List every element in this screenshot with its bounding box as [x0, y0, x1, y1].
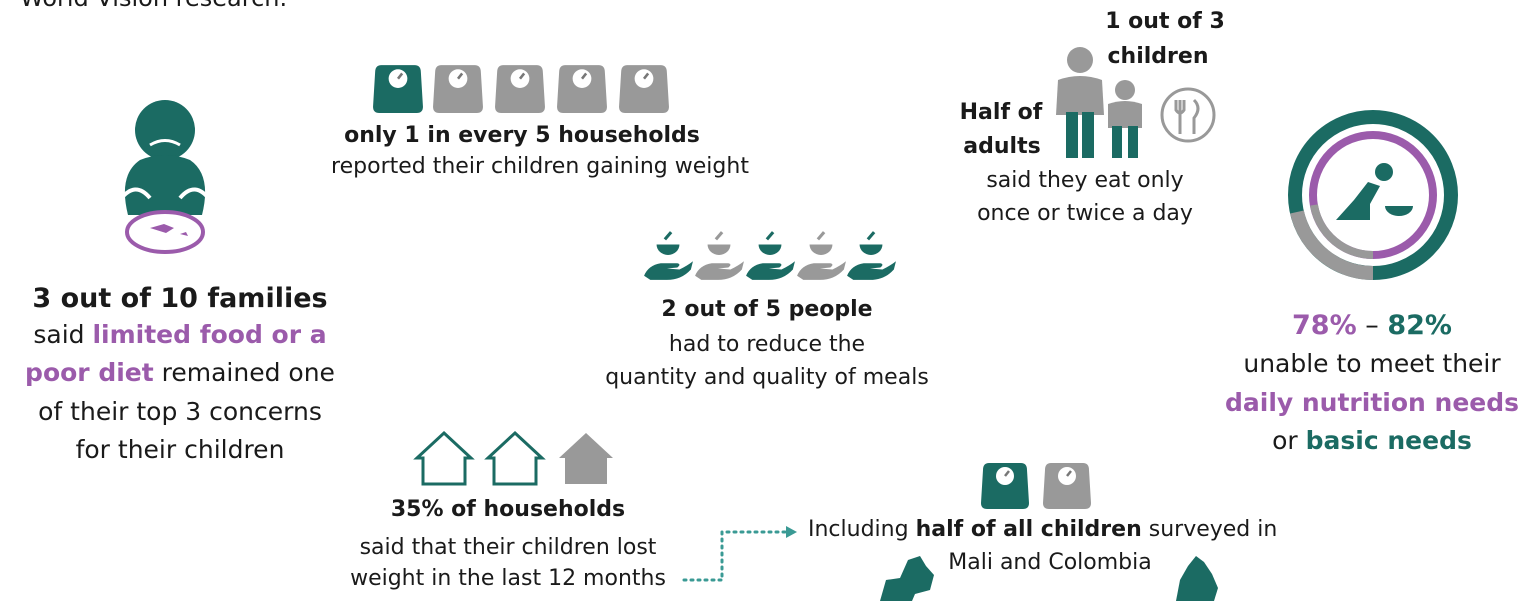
text: surveyed in [1141, 517, 1278, 542]
highlight: poor diet [25, 358, 154, 387]
nutrition-line: unable to meet their [1243, 349, 1501, 378]
eating-line: once or twice a day [977, 201, 1193, 226]
weight-loss-headline: 35% of households [390, 497, 626, 522]
children-label: children [1107, 44, 1209, 69]
sad-person-icon [118, 100, 212, 254]
country-maps [880, 556, 1218, 601]
hand-bowl-icons [642, 230, 897, 282]
adults-label: Half of [959, 100, 1043, 125]
nutrition-range: 78% – 82% [1292, 312, 1452, 339]
text: or [1272, 426, 1306, 455]
text: said [33, 320, 93, 349]
meals-headline: 2 out of 5 people [661, 297, 873, 322]
weight-loss-line: said that their children lost [359, 535, 657, 560]
intro-text: World Vision research. [20, 0, 287, 10]
families-line: poor diet remained one [25, 360, 335, 385]
meals-line: had to reduce the [668, 332, 866, 357]
highlight: basic needs [1305, 426, 1472, 455]
range-low: 78% [1292, 310, 1357, 341]
families-line: for their children [75, 435, 285, 464]
weight-loss-line: weight in the last 12 months [350, 566, 666, 591]
families-line: said limited food or a [33, 322, 326, 347]
nutrition-ring-icon [1288, 110, 1458, 280]
adults-label: adults [963, 134, 1041, 159]
text: remained one [153, 358, 335, 387]
highlight: half of all children [915, 517, 1142, 542]
text: Including [808, 517, 916, 542]
range-dash: – [1356, 310, 1388, 341]
nutrition-highlight: daily nutrition needs [1224, 388, 1520, 417]
house-icons [415, 431, 613, 486]
scale-pair-icons [980, 461, 1092, 510]
adult-child-icon [1056, 47, 1216, 158]
families-headline: 3 out of 10 families [32, 283, 328, 314]
meals-line: quantity and quality of meals [605, 365, 929, 390]
range-high: 82% [1387, 310, 1452, 341]
dotted-arrow [682, 526, 797, 582]
scale-icons [372, 63, 670, 114]
children-label: 1 out of 3 [1105, 9, 1225, 34]
children-line: Mali and Colombia [948, 550, 1152, 575]
highlight: limited food or a [92, 320, 327, 349]
children-line: Including half of all children surveyed … [808, 519, 1277, 541]
weight-gain-headline: only 1 in every 5 households [344, 123, 700, 148]
families-line: of their top 3 concerns [38, 397, 322, 426]
eating-line: said they eat only [986, 168, 1184, 193]
weight-gain-text: reported their children gaining weight [331, 154, 749, 179]
nutrition-line: or basic needs [1272, 428, 1472, 453]
